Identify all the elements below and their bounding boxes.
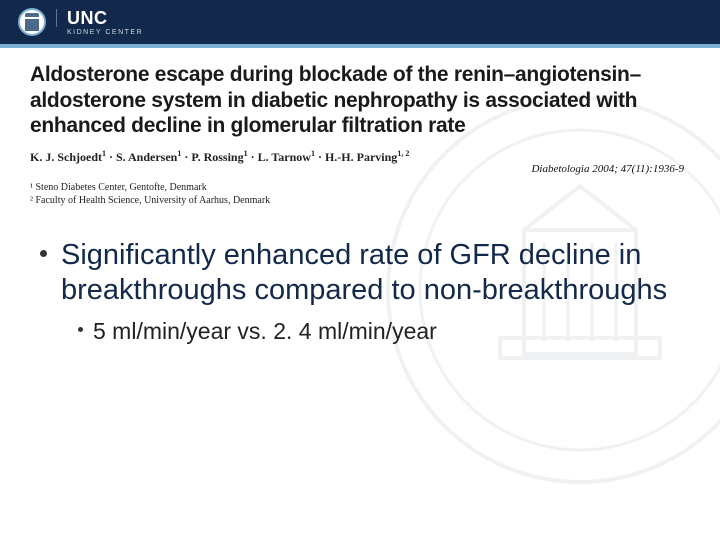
bullet-list: Significantly enhanced rate of GFR decli…: [30, 238, 690, 346]
bullet-dot-icon: [40, 250, 47, 257]
sub-bullet-dot-icon: [78, 327, 83, 332]
bullet-item-main: Significantly enhanced rate of GFR decli…: [40, 238, 690, 309]
logo-main-text: UNC: [56, 9, 143, 27]
paper-affiliations: ¹ Steno Diabetes Center, Gentofte, Denma…: [30, 181, 690, 208]
affiliation-2: ² Faculty of Health Science, University …: [30, 194, 690, 208]
slide-content: Aldosterone escape during blockade of th…: [0, 48, 720, 345]
bullet-text-sub: 5 ml/min/year vs. 2. 4 ml/min/year: [93, 317, 437, 346]
paper-title: Aldosterone escape during blockade of th…: [30, 62, 690, 139]
affiliation-1: ¹ Steno Diabetes Center, Gentofte, Denma…: [30, 181, 690, 195]
logo-text-block: UNC KIDNEY CENTER: [56, 9, 143, 36]
bullet-text-main: Significantly enhanced rate of GFR decli…: [61, 238, 690, 309]
bullet-item-sub: 5 ml/min/year vs. 2. 4 ml/min/year: [78, 317, 690, 346]
unc-seal-icon: [18, 8, 46, 36]
logo-sub-text: KIDNEY CENTER: [56, 29, 143, 36]
header-bar: UNC KIDNEY CENTER: [0, 0, 720, 44]
